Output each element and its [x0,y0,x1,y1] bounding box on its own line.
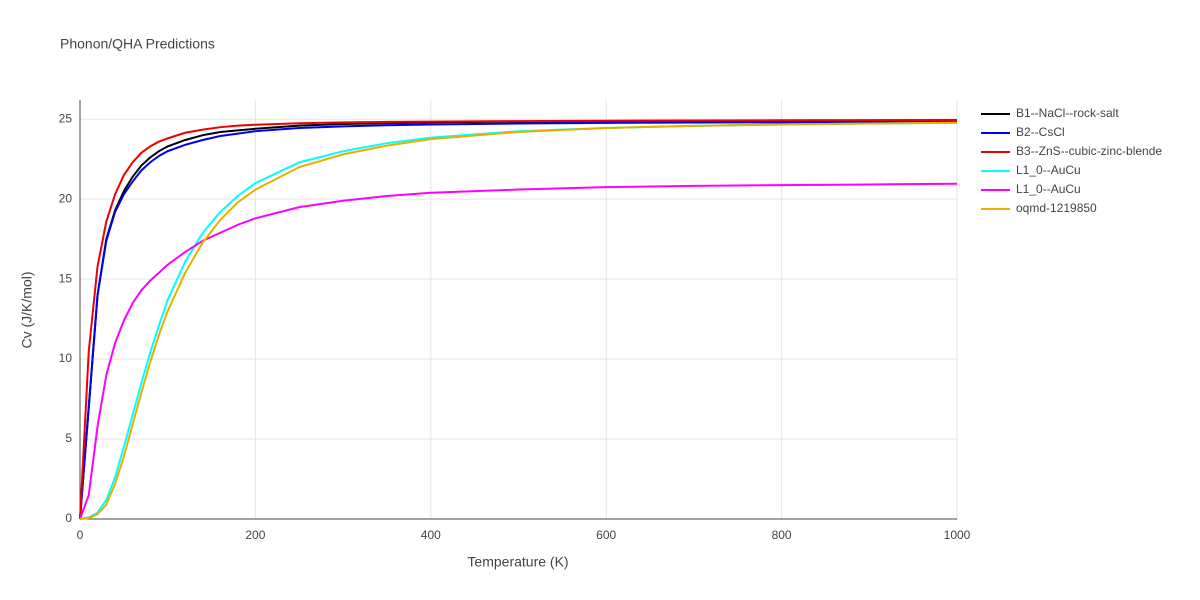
series-line [79,120,958,520]
series-line [79,119,958,520]
x-axis-title: Temperature (K) [467,554,568,570]
y-tick-label: 0 [65,511,72,525]
series-line [79,121,958,520]
y-tick-label: 5 [65,431,72,445]
y-axis-title: Cv (J/K/mol) [19,272,35,349]
legend-label: L1_0--AuCu [1016,163,1081,177]
x-tick-label: 200 [245,528,265,542]
series-line [79,121,958,520]
x-tick-label: 0 [77,528,84,542]
series-line [79,118,958,520]
x-tick-label: 800 [772,528,792,542]
legend-label: B2--CsCl [1016,125,1065,139]
legend-label: B1--NaCl--rock-salt [1016,106,1119,120]
y-tick-label: 15 [59,271,73,285]
x-tick-label: 1000 [944,528,971,542]
series-line [79,182,958,520]
legend-label: B3--ZnS--cubic-zinc-blende [1016,144,1162,158]
chart-title: Phonon/QHA Predictions [60,36,215,52]
legend-label: oqmd-1219850 [1016,201,1097,215]
x-tick-label: 600 [596,528,616,542]
y-tick-label: 25 [59,111,73,125]
y-tick-label: 10 [59,351,73,365]
legend-label: L1_0--AuCu [1016,182,1081,196]
x-tick-label: 400 [421,528,441,542]
y-tick-label: 20 [59,191,73,205]
